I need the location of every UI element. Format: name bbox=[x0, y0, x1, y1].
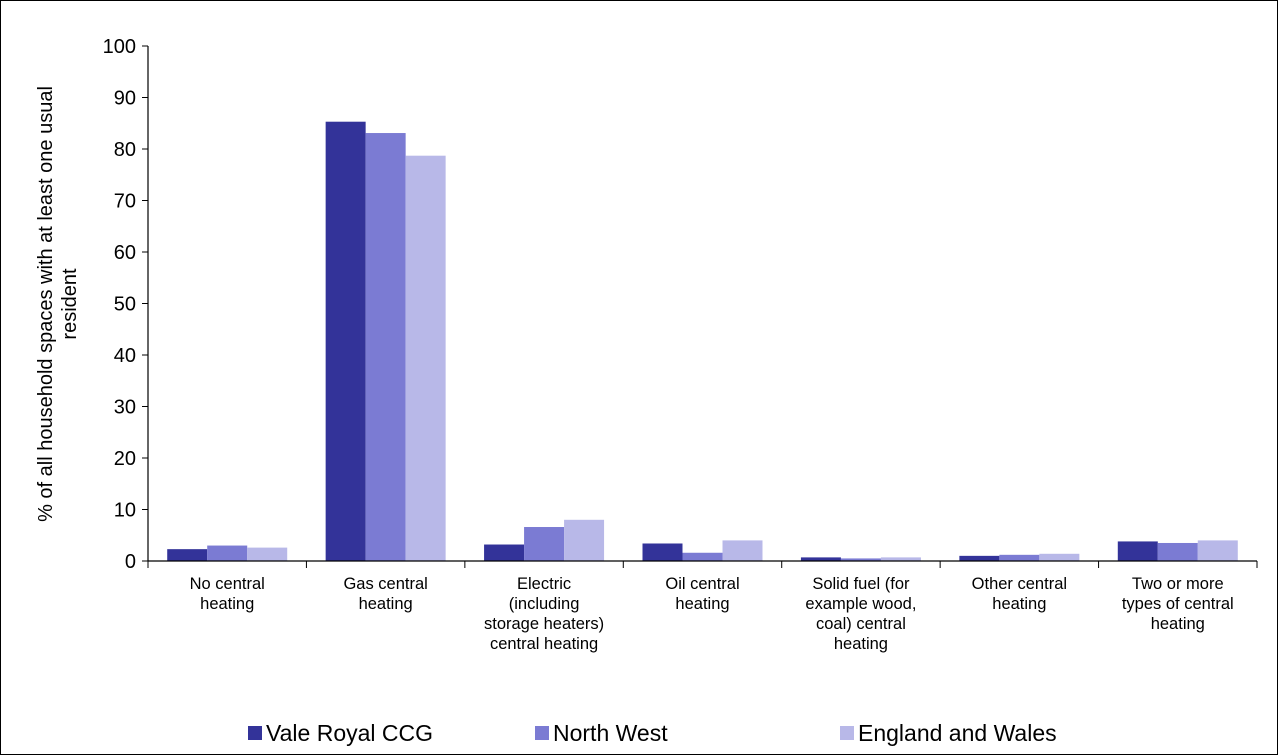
bar bbox=[959, 555, 1000, 561]
y-tick-label: 70 bbox=[114, 191, 136, 213]
bar bbox=[880, 557, 921, 561]
bar bbox=[800, 557, 841, 561]
legend-item: Vale Royal CCG bbox=[248, 720, 433, 746]
legend-swatch bbox=[248, 726, 262, 740]
bar bbox=[484, 544, 525, 561]
x-tick-label: Oil central heating bbox=[665, 575, 739, 613]
x-tick-label: No central heating bbox=[190, 575, 265, 613]
bar bbox=[405, 155, 446, 561]
y-tick-label: 40 bbox=[114, 345, 136, 367]
bar bbox=[167, 549, 208, 561]
x-tick-label: Gas central heating bbox=[343, 575, 427, 613]
bar bbox=[564, 519, 605, 561]
x-tick-label: Electric (including storage heaters) centra… bbox=[484, 575, 604, 653]
bar bbox=[642, 543, 683, 561]
bars bbox=[167, 121, 1238, 561]
legend-item: North West bbox=[535, 720, 668, 746]
bar bbox=[1039, 553, 1080, 561]
x-axis-labels: No central heating Gas central heating Elect… bbox=[190, 575, 1234, 653]
y-tick-label: 50 bbox=[114, 294, 136, 316]
x-tick-label: Other central heating bbox=[972, 575, 1067, 613]
y-tick-label: 60 bbox=[114, 242, 136, 264]
bar bbox=[365, 133, 406, 561]
bar bbox=[840, 558, 881, 561]
legend: Vale Royal CCG North West England and Wale… bbox=[248, 720, 1057, 746]
bar bbox=[1197, 540, 1238, 561]
x-tick-label: Solid fuel (for example wood, coal) centra… bbox=[805, 575, 916, 653]
legend-label: Vale Royal CCG bbox=[266, 720, 433, 746]
bar bbox=[1157, 542, 1198, 561]
bar bbox=[247, 547, 288, 561]
bar bbox=[325, 121, 366, 561]
y-axis-title: % of all household spaces with at least … bbox=[35, 86, 81, 522]
legend-label: North West bbox=[553, 720, 668, 746]
y-tick-label: 90 bbox=[114, 88, 136, 110]
y-tick-label: 0 bbox=[125, 551, 136, 573]
legend-swatch bbox=[840, 726, 854, 740]
legend-item: England and Wales bbox=[840, 720, 1057, 746]
bar bbox=[524, 527, 565, 561]
bar bbox=[1117, 541, 1158, 561]
bar bbox=[722, 540, 763, 561]
y-tick-label: 100 bbox=[103, 36, 136, 58]
legend-swatch bbox=[535, 726, 549, 740]
legend-label: England and Wales bbox=[858, 720, 1057, 746]
x-tick-label: Two or more types of central heating bbox=[1122, 575, 1234, 633]
y-tick-label: 30 bbox=[114, 397, 136, 419]
y-tick-label: 80 bbox=[114, 139, 136, 161]
bar bbox=[999, 554, 1040, 561]
bar bbox=[207, 545, 248, 561]
y-axis-ticks: 0 10 20 30 40 50 60 70 80 90 100 bbox=[103, 36, 148, 573]
axes bbox=[147, 46, 1258, 568]
bar bbox=[682, 552, 723, 561]
y-tick-label: 20 bbox=[114, 448, 136, 470]
y-tick-label: 10 bbox=[114, 500, 136, 522]
